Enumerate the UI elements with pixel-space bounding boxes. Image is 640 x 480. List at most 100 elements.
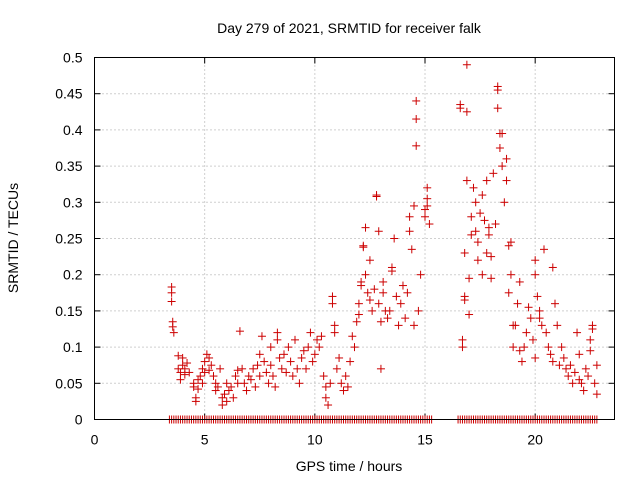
data-point-marker: [266, 361, 275, 370]
x-axis-label: GPS time / hours: [296, 458, 403, 474]
data-point-marker: [291, 335, 300, 344]
data-point-marker: [205, 353, 214, 362]
data-point-marker: [421, 205, 430, 214]
data-point-marker: [271, 382, 280, 391]
data-point-marker: [473, 256, 482, 265]
data-point-marker: [222, 397, 231, 406]
data-point-marker: [528, 335, 537, 344]
data-point-marker: [251, 382, 260, 391]
data-point-marker: [222, 379, 231, 388]
data-point-marker: [537, 321, 546, 330]
data-point-marker: [255, 350, 264, 359]
data-point-marker: [504, 288, 513, 297]
data-point-marker: [548, 357, 557, 366]
y-tick-label: 0.1: [63, 339, 83, 355]
data-point-marker: [368, 306, 377, 315]
data-point-marker: [575, 350, 584, 359]
data-point-marker: [216, 364, 225, 373]
data-point-marker: [262, 368, 271, 377]
y-axis-label: SRMTID / TECUs: [5, 183, 21, 293]
data-point-marker: [531, 353, 540, 362]
data-point-marker: [363, 288, 372, 297]
data-point-marker: [200, 368, 209, 377]
data-point-marker: [396, 299, 405, 308]
data-point-marker: [242, 386, 251, 395]
data-point-marker: [500, 198, 509, 207]
data-point-marker: [224, 386, 233, 395]
data-point-marker: [328, 292, 337, 301]
y-tick-label: 0.2: [63, 267, 83, 283]
data-point-marker: [288, 372, 297, 381]
data-point-marker: [302, 364, 311, 373]
data-point-marker: [465, 310, 474, 319]
data-point-marker: [277, 364, 286, 373]
data-point-marker: [255, 372, 264, 381]
data-point-marker: [335, 353, 344, 362]
data-point-marker: [194, 375, 203, 384]
data-point-marker: [403, 288, 412, 297]
data-point-marker: [178, 361, 187, 370]
data-point-marker: [515, 346, 524, 355]
data-point-marker: [379, 277, 388, 286]
data-point-marker: [275, 353, 284, 362]
data-point-marker: [398, 281, 407, 290]
data-point-marker: [409, 321, 418, 330]
y-tick-label: 0.35: [55, 158, 82, 174]
data-point-marker: [238, 364, 247, 373]
data-point-marker: [213, 382, 222, 391]
data-point-marker: [339, 386, 348, 395]
data-point-marker: [480, 216, 489, 225]
data-point-marker: [581, 364, 590, 373]
data-point-marker: [220, 390, 229, 399]
data-point-marker: [359, 243, 368, 252]
data-point-marker: [202, 350, 211, 359]
data-point-marker: [200, 357, 209, 366]
data-point-marker: [487, 252, 496, 261]
data-point-marker: [460, 248, 469, 257]
data-point-marker: [548, 263, 557, 272]
data-point-marker: [198, 364, 207, 373]
data-point-marker: [205, 366, 214, 375]
data-point-marker: [211, 386, 220, 395]
data-point-marker: [317, 332, 326, 341]
data-point-marker: [279, 350, 288, 359]
data-point-marker: [354, 310, 363, 319]
tick-labels: 0 5 10 15 20 0 0.05 0.1 0.15 0.2 0.25 0.3 0.35 0.4 0.4…: [55, 50, 543, 448]
data-point-marker: [319, 372, 328, 381]
data-point-marker: [478, 191, 487, 200]
y-tick-label: 0.4: [63, 122, 83, 138]
data-point-marker: [458, 335, 467, 344]
data-point-marker: [584, 372, 593, 381]
data-point-marker: [467, 212, 476, 221]
data-point-marker: [306, 328, 315, 337]
data-point-marker: [491, 220, 500, 229]
data-point-marker: [498, 162, 507, 171]
x-tick-label: 5: [201, 432, 209, 448]
data-point-marker: [526, 314, 535, 323]
data-point-marker: [471, 227, 480, 236]
data-point-marker: [511, 321, 520, 330]
data-point-marker: [273, 328, 282, 337]
data-point-marker: [467, 230, 476, 239]
data-point-marker: [575, 375, 584, 384]
data-point-marker: [207, 361, 216, 370]
data-point-marker: [502, 176, 511, 185]
data-point-marker: [387, 267, 396, 276]
data-point-marker: [520, 343, 529, 352]
data-point-marker: [330, 321, 339, 330]
data-point-marker: [412, 96, 421, 105]
data-point-marker: [376, 364, 385, 373]
data-point-marker: [185, 368, 194, 377]
data-point-marker: [462, 60, 471, 69]
data-point-marker: [564, 372, 573, 381]
data-point-marker: [268, 372, 277, 381]
data-point-marker: [502, 154, 511, 163]
data-point-marker: [341, 372, 350, 381]
data-point-marker: [557, 343, 566, 352]
data-point-marker: [330, 328, 339, 337]
y-tick-label: 0.15: [55, 303, 82, 319]
data-point-marker: [462, 107, 471, 116]
data-point-marker: [264, 379, 273, 388]
data-point-marker: [551, 299, 560, 308]
data-point-marker: [313, 335, 322, 344]
